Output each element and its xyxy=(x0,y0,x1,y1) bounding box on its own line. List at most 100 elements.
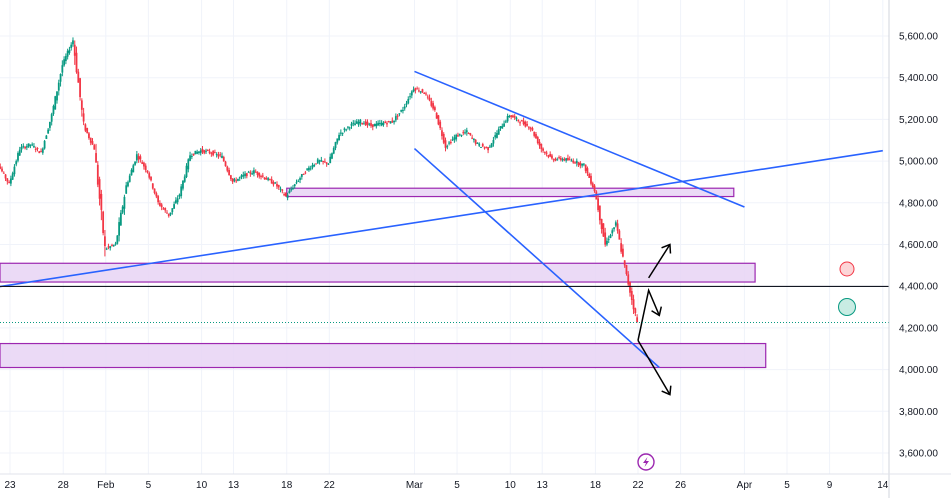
support-resistance-zones[interactable] xyxy=(0,187,767,369)
candle-body xyxy=(24,146,26,149)
time-tick-label: Apr xyxy=(737,480,753,491)
candle-body xyxy=(451,139,454,141)
candle-body xyxy=(542,148,544,151)
candle-body xyxy=(473,139,475,141)
candle-body xyxy=(160,204,163,208)
candle-body xyxy=(460,135,463,137)
candle-body xyxy=(315,163,317,165)
candle-body xyxy=(347,126,349,128)
trendline[interactable] xyxy=(414,70,745,208)
candle-body xyxy=(370,123,372,126)
candle-body xyxy=(272,182,275,185)
price-zone-rectangle[interactable] xyxy=(0,342,767,369)
trendlines[interactable] xyxy=(0,70,883,396)
candle-body xyxy=(474,139,477,144)
candle-body xyxy=(49,121,51,128)
candle-body xyxy=(394,116,397,121)
candle-body xyxy=(72,40,74,45)
trendline[interactable] xyxy=(0,149,883,289)
candle-body xyxy=(565,158,568,161)
candle-body xyxy=(449,141,452,144)
candle-body xyxy=(446,146,449,148)
buy-marker-icon[interactable] xyxy=(838,298,856,316)
candle-body xyxy=(309,168,312,170)
candle-body xyxy=(570,160,573,162)
price-axis-panel[interactable] xyxy=(889,0,951,498)
candle-body xyxy=(89,137,92,143)
candle-body xyxy=(59,74,62,82)
candle-body xyxy=(572,160,575,163)
candle-body xyxy=(300,174,303,177)
candle-body xyxy=(414,88,417,91)
candle-body xyxy=(430,101,433,106)
arrow-head xyxy=(661,385,672,396)
candle-body xyxy=(263,177,266,180)
candle-body xyxy=(359,119,362,124)
projection-arrow[interactable] xyxy=(637,340,671,396)
candle-body xyxy=(391,120,394,123)
candle-body xyxy=(4,174,7,179)
candle-body xyxy=(91,141,94,145)
candle-body xyxy=(428,97,431,101)
candle-body xyxy=(159,202,161,206)
candle-body xyxy=(100,193,103,210)
price-zone-rectangle[interactable] xyxy=(0,262,756,283)
candle-body xyxy=(139,156,142,160)
candle-body xyxy=(57,82,60,91)
candle-body xyxy=(418,90,420,92)
candle-body xyxy=(247,171,250,173)
candle-body xyxy=(56,91,58,101)
price-markers: 4,398.794,226.0612:28 xyxy=(0,277,951,343)
price-zone-rectangle[interactable] xyxy=(286,187,735,198)
candle-body xyxy=(276,183,278,187)
time-tick-label: 28 xyxy=(58,480,70,491)
candle-body xyxy=(348,127,351,129)
trendline[interactable] xyxy=(413,147,660,369)
candle-body xyxy=(556,159,559,161)
candle-body xyxy=(240,175,243,177)
candle-body xyxy=(190,155,193,157)
candle-body xyxy=(442,133,445,143)
candle-body xyxy=(597,198,599,211)
sell-marker-icon[interactable] xyxy=(839,261,855,277)
candle-body xyxy=(529,127,532,129)
candle-body xyxy=(515,117,518,119)
candle-body xyxy=(575,160,578,164)
candle-body xyxy=(377,122,380,126)
candle-body xyxy=(244,173,246,177)
candle-body xyxy=(167,213,170,217)
candle-body xyxy=(114,243,117,245)
candle-body xyxy=(132,165,135,173)
projection-arrow[interactable] xyxy=(648,244,671,279)
candle-body xyxy=(325,162,328,164)
candle-body xyxy=(320,159,323,162)
candle-body xyxy=(212,151,215,156)
candle-body xyxy=(336,138,339,143)
time-tick-label: 9 xyxy=(827,480,833,491)
candle-body xyxy=(148,173,151,178)
candle-body xyxy=(462,132,465,134)
candle-body xyxy=(123,196,126,209)
candle-body xyxy=(268,179,271,181)
candle-body xyxy=(119,212,122,226)
candle-body xyxy=(150,176,152,181)
candle-body xyxy=(355,121,358,124)
candle-body xyxy=(354,123,356,126)
projection-arrow[interactable] xyxy=(637,287,660,341)
candle-body xyxy=(169,212,172,215)
candle-body xyxy=(245,173,248,177)
candle-body xyxy=(412,89,415,92)
candle-body xyxy=(290,189,293,191)
candle-body xyxy=(198,151,200,153)
candle-body xyxy=(238,177,241,179)
candle-body xyxy=(345,129,348,131)
candle-body xyxy=(403,106,406,109)
candle-body xyxy=(526,124,529,126)
candle-body xyxy=(173,204,175,209)
candle-body xyxy=(162,208,165,210)
time-tick-label: 13 xyxy=(228,480,240,491)
candle-body xyxy=(13,166,16,175)
candle-body xyxy=(267,178,270,180)
candle-body xyxy=(322,161,325,163)
